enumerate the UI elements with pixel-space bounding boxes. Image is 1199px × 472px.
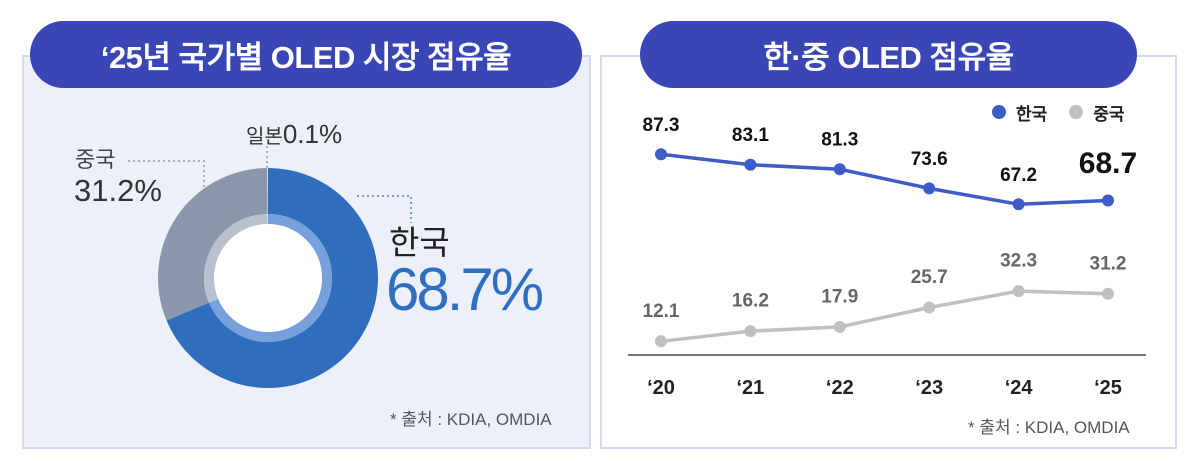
japan-slice-label: 일본0.1% bbox=[246, 121, 342, 147]
china-donut-inner-ring bbox=[204, 214, 268, 303]
x-axis-label: ‘23 bbox=[915, 377, 943, 399]
korea-data-label: 81.3 bbox=[821, 130, 858, 151]
korea-china-share-title: 한·중 OLED 점유율 bbox=[640, 21, 1137, 88]
china-data-point bbox=[923, 301, 936, 314]
legend-item-korea: 한국 bbox=[992, 100, 1047, 125]
china-data-point bbox=[833, 320, 846, 333]
japan-slice-number: 0.1 bbox=[282, 119, 319, 149]
x-axis-label: ‘22 bbox=[826, 377, 854, 399]
korea-data-label: 67.2 bbox=[1000, 165, 1037, 186]
china-slice-number: 31.2 bbox=[74, 173, 135, 208]
country-share-title: ‘25년 국가별 OLED 시장 점유율 bbox=[30, 21, 582, 88]
x-axis-label: ‘25 bbox=[1094, 377, 1122, 399]
korea-data-point bbox=[833, 163, 846, 176]
korea-legend-label: 한국 bbox=[1016, 104, 1048, 124]
japan-slice-name: 일본 bbox=[246, 126, 283, 148]
china-slice-value: 31.2% bbox=[74, 175, 162, 206]
korea-data-point bbox=[1102, 194, 1114, 207]
korea-data-label: 68.7 bbox=[1079, 147, 1137, 180]
percent-unit: % bbox=[490, 256, 544, 323]
china-series-line bbox=[659, 289, 1110, 344]
line-chart: ‘20 ‘21 ‘22 ‘23 ‘24 ‘25 87.3 83.1 81.3 73.6 67.2 68… bbox=[628, 115, 1146, 399]
donut-chart bbox=[158, 168, 378, 388]
china-legend-marker bbox=[1069, 105, 1084, 119]
korea-legend-marker bbox=[992, 105, 1006, 119]
korea-slice-value: 68.7% bbox=[386, 260, 544, 320]
china-legend-label: 중국 bbox=[1093, 104, 1125, 124]
percent-unit: % bbox=[318, 119, 343, 149]
donut-hole bbox=[214, 224, 322, 332]
korea-donut-slice bbox=[166, 168, 378, 388]
line-chart-legend: 한국 중국 bbox=[992, 100, 1147, 125]
china-data-label: 17.9 bbox=[821, 286, 858, 307]
korea-china-share-panel bbox=[600, 55, 1177, 449]
china-data-label: 32.3 bbox=[1000, 251, 1037, 272]
china-data-label: 16.2 bbox=[732, 291, 769, 312]
china-data-label: 12.1 bbox=[643, 301, 680, 322]
korea-china-share-source-note: * 출처 : KDIA, OMDIA bbox=[968, 418, 1130, 437]
percent-unit: % bbox=[134, 173, 162, 208]
china-data-point bbox=[1012, 285, 1025, 298]
china-slice-name: 중국 bbox=[75, 147, 116, 172]
korea-data-label: 87.3 bbox=[643, 115, 680, 136]
china-data-label: 25.7 bbox=[911, 267, 948, 288]
x-axis-label: ‘20 bbox=[647, 377, 675, 399]
korea-leader-line bbox=[357, 195, 412, 223]
china-data-point bbox=[655, 335, 667, 348]
china-data-point bbox=[744, 325, 757, 338]
x-axis-label: ‘24 bbox=[1005, 377, 1034, 399]
korea-slice-name: 한국 bbox=[389, 224, 450, 261]
japan-donut-slice bbox=[267, 168, 268, 215]
korea-data-point bbox=[744, 158, 757, 171]
china-leader-line bbox=[128, 160, 205, 187]
korea-data-point bbox=[1012, 198, 1025, 211]
country-share-source-note: * 출처 : KDIA, OMDIA bbox=[390, 410, 552, 429]
korea-data-point bbox=[655, 148, 667, 161]
korea-series-line bbox=[659, 152, 1110, 207]
china-donut-slice bbox=[158, 168, 268, 321]
korea-data-label: 83.1 bbox=[732, 125, 769, 146]
leader-lines bbox=[128, 146, 412, 223]
china-data-point bbox=[1102, 287, 1114, 300]
legend-item-china: 중국 bbox=[1069, 100, 1125, 125]
korea-slice-number: 68.7 bbox=[386, 256, 494, 323]
korea-data-point bbox=[923, 182, 936, 195]
korea-data-label: 73.6 bbox=[911, 149, 948, 170]
x-axis-label: ‘21 bbox=[736, 377, 764, 399]
china-data-label: 31.2 bbox=[1090, 253, 1127, 274]
